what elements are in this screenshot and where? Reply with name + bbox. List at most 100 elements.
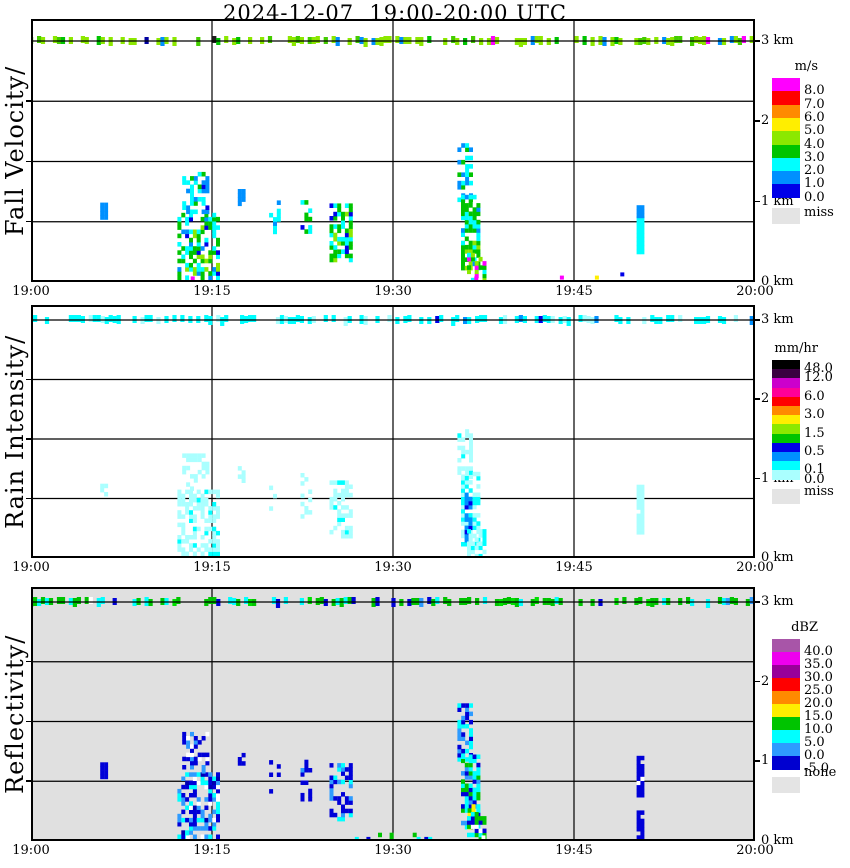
colorbar-cell <box>772 131 800 145</box>
reflectivity-plot-area <box>31 587 755 841</box>
colorbar-cell <box>772 360 800 370</box>
colorbar-cell <box>772 665 800 679</box>
colorbar-cell <box>772 415 800 425</box>
colorbar-tick-label: 6.0 <box>804 109 825 125</box>
colorbar-tick-label: 7.0 <box>804 96 825 112</box>
colorbar-cell <box>772 452 800 462</box>
right-axis-tick <box>755 477 760 480</box>
colorbar-missing-label: miss <box>804 484 834 499</box>
colorbar-cell <box>772 406 800 416</box>
colorbar-cell <box>772 157 800 172</box>
left-axis-tick <box>26 220 31 223</box>
rain-intensity-plot-area <box>31 305 755 558</box>
left-axis-tick <box>26 780 31 782</box>
time-tick-label: 19:30 <box>374 560 412 575</box>
colorbar-cell <box>772 369 800 379</box>
colorbar-cell <box>772 717 800 731</box>
colorbar-tick-label: 4.0 <box>804 136 825 152</box>
right-axis-tick <box>755 200 760 203</box>
colorbar-cell <box>772 378 800 389</box>
right-axis-tick <box>755 398 760 400</box>
colorbar-tick-label: 20.0 <box>804 696 833 711</box>
right-axis-tick <box>755 601 760 603</box>
colorbar-missing-label: none <box>804 765 837 780</box>
km-label: 0 km <box>761 274 794 289</box>
colorbar-cell <box>772 117 800 132</box>
time-tick-label: 20:00 <box>736 843 774 858</box>
colorbar-tick-label: 35.0 <box>804 657 833 672</box>
y-axis-label-fall-velocity: Fall Velocity/ <box>1 65 29 236</box>
colorbar-tick-label: 12.0 <box>804 370 833 386</box>
time-tick-label: 19:45 <box>555 284 593 299</box>
colorbar-tick-label: 5.0 <box>804 735 825 750</box>
colorbar-cell <box>772 704 800 718</box>
colorbar-cell <box>772 433 800 444</box>
time-tick-label: 19:00 <box>12 843 50 858</box>
colorbar-cell <box>772 678 800 692</box>
colorbar-cell <box>772 442 800 453</box>
time-tick-label: 19:15 <box>193 843 231 858</box>
colorbar-tick-label: 3.0 <box>804 149 825 165</box>
colorbar-tick-label: 8.0 <box>804 83 825 99</box>
right-axis-tick <box>755 760 760 762</box>
colorbar-cell <box>772 470 800 481</box>
panel-rain-intensity <box>31 305 755 558</box>
colorbar-tick-label: 15.0 <box>804 709 833 724</box>
colorbar-cell <box>772 387 800 398</box>
colorbar-cell <box>772 104 800 119</box>
colorbar-cell <box>772 652 800 666</box>
colorbar-tick-label: 0.0 <box>804 471 825 487</box>
colorbar-tick-label: 0.5 <box>804 444 825 459</box>
panel-fall-velocity <box>31 19 755 282</box>
colorbar-unit-ms: m/s <box>794 59 818 74</box>
time-tick-label: 19:15 <box>193 284 231 299</box>
time-tick-label: 19:45 <box>555 843 593 858</box>
colorbar-tick-label: 3.0 <box>804 407 825 423</box>
km-label: 3 km <box>761 312 794 327</box>
left-axis-tick <box>26 438 31 440</box>
left-axis-tick <box>26 100 31 102</box>
y-axis-label-rain-intensity: Rain Intensity/ <box>1 334 29 529</box>
time-tick-label: 19:00 <box>12 284 50 299</box>
colorbar-tick-label: 48.0 <box>804 361 833 377</box>
colorbar-cell <box>772 730 800 744</box>
time-tick-label: 19:45 <box>555 560 593 575</box>
colorbar-cell <box>772 144 800 159</box>
left-axis-tick <box>26 160 31 162</box>
colorbar-cell <box>772 78 800 92</box>
km-label: 3 km <box>761 594 794 609</box>
y-axis-label-reflectivity: Reflectivity/ <box>1 634 29 794</box>
colorbar-tick-label: -5.0 <box>804 761 830 776</box>
colorbar-unit-mmhr: mm/hr <box>774 341 818 356</box>
colorbar-tick-label: 0.0 <box>804 748 825 763</box>
colorbar-cell <box>772 691 800 705</box>
colorbar-cell <box>772 639 800 653</box>
km-label: 3 km <box>761 33 794 48</box>
colorbar-tick-label: 10.0 <box>804 722 833 737</box>
km-label: 0 km <box>761 550 794 565</box>
colorbar-tick-label: 6.0 <box>804 388 825 404</box>
colorbar-tick-label: 30.0 <box>804 670 833 685</box>
colorbar-cell <box>772 91 800 106</box>
colorbar-tick-label: 25.0 <box>804 683 833 698</box>
time-tick-label: 20:00 <box>736 560 774 575</box>
right-axis-tick <box>755 40 760 42</box>
colorbar-cell <box>772 171 800 185</box>
left-axis-tick <box>26 660 31 663</box>
time-tick-label: 19:30 <box>374 843 412 858</box>
km-label: 0 km <box>761 833 794 848</box>
right-axis-tick <box>755 120 760 122</box>
right-axis-tick <box>755 680 760 683</box>
left-axis-tick <box>26 378 31 380</box>
left-axis-tick <box>26 497 31 499</box>
colorbar-cell <box>772 461 800 471</box>
time-tick-label: 19:30 <box>374 284 412 299</box>
colorbar-cell <box>772 184 800 199</box>
colorbar-cell <box>772 743 800 757</box>
time-tick-label: 20:00 <box>736 284 774 299</box>
colorbar-cell <box>772 756 800 770</box>
fall-velocity-plot-area <box>31 19 755 282</box>
right-axis-tick <box>755 319 760 321</box>
colorbar-tick-label: 5.0 <box>804 123 825 139</box>
